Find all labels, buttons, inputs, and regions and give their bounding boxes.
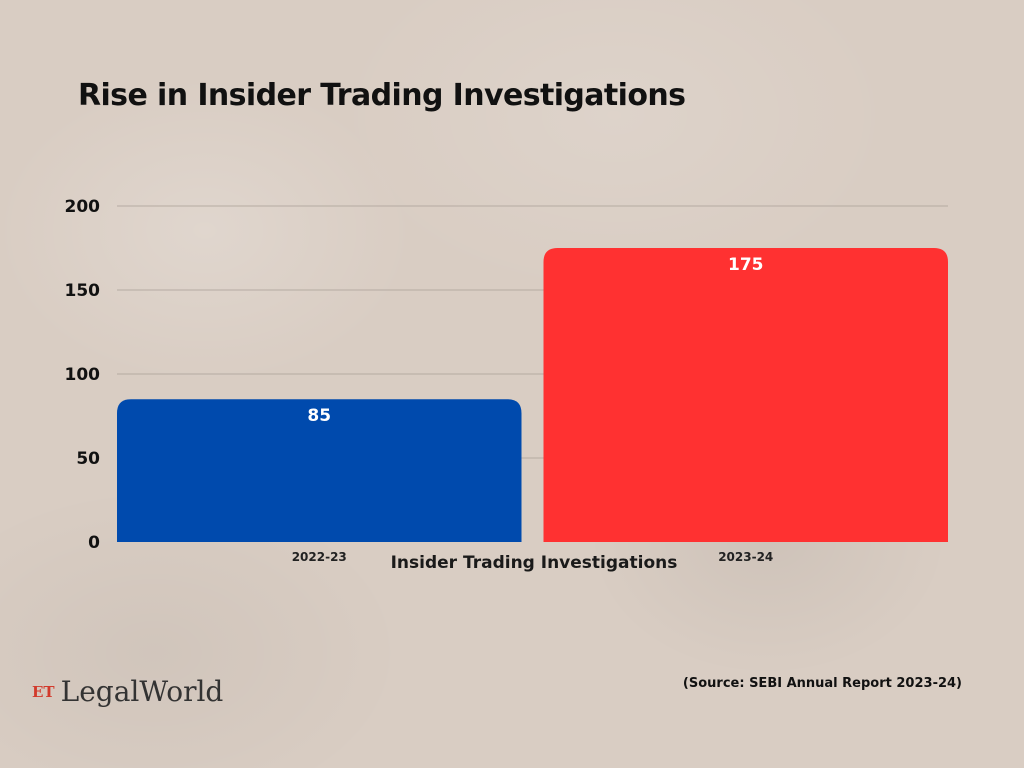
- bar-value-label: 85: [307, 406, 331, 426]
- logo-name: LegalWorld: [60, 675, 224, 708]
- bar-value-label: 175: [728, 255, 764, 275]
- bar-2023-24: [543, 248, 948, 542]
- source-note: (Source: SEBI Annual Report 2023-24): [682, 676, 962, 691]
- et-legalworld-logo: ET LegalWorld: [32, 675, 223, 708]
- x-tick-label: 2023-24: [718, 550, 773, 564]
- chart-title: Rise in Insider Trading Investigations: [78, 78, 686, 113]
- x-tick-label: 2022-23: [292, 550, 347, 564]
- bar-2022-23: [117, 399, 522, 542]
- bars: 85 175: [117, 248, 948, 542]
- x-axis-label: Insider Trading Investigations: [391, 553, 678, 573]
- y-tick-label: 100: [65, 365, 101, 385]
- y-tick-label: 150: [65, 281, 101, 301]
- x-axis-ticks: 2022-23 2023-24: [292, 550, 774, 564]
- y-tick-label: 200: [65, 197, 101, 217]
- y-axis-ticks: 0 50 100 150 200: [65, 197, 101, 553]
- logo-et-mark: ET: [32, 682, 55, 701]
- y-tick-label: 0: [88, 533, 100, 553]
- y-tick-label: 50: [76, 449, 100, 469]
